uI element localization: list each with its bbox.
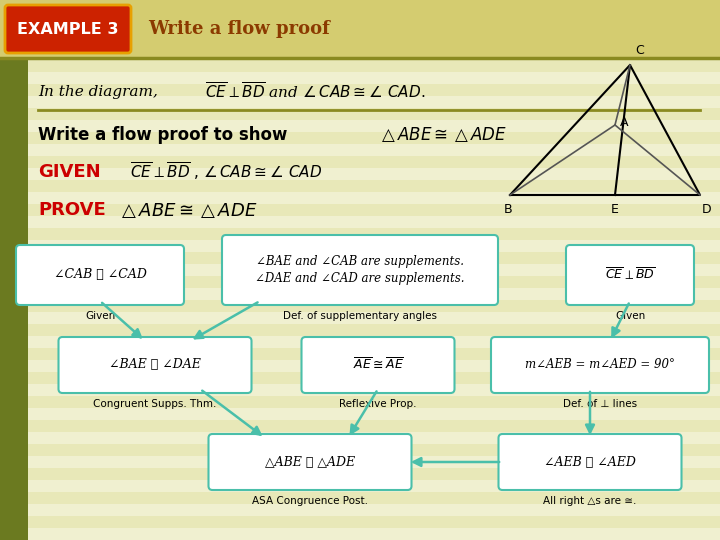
Text: A: A: [620, 117, 629, 130]
Bar: [0, 24, 720, 36]
FancyBboxPatch shape: [566, 245, 694, 305]
Bar: [0, 252, 720, 264]
FancyBboxPatch shape: [498, 434, 682, 490]
Bar: [0, 132, 720, 144]
Text: Write a flow proof: Write a flow proof: [148, 20, 330, 38]
Text: Reflexive Prop.: Reflexive Prop.: [339, 399, 417, 409]
Text: ∠CAB ≅ ∠CAD: ∠CAB ≅ ∠CAD: [53, 268, 146, 281]
Text: E: E: [611, 203, 619, 216]
Text: Def. of ⊥ lines: Def. of ⊥ lines: [563, 399, 637, 409]
Bar: [0, 456, 720, 468]
Bar: [0, 228, 720, 240]
Bar: [0, 444, 720, 456]
Bar: [0, 420, 720, 432]
Bar: [0, 432, 720, 444]
Text: $\triangle ABE\cong\triangle ADE$: $\triangle ABE\cong\triangle ADE$: [118, 200, 257, 219]
Bar: [0, 120, 720, 132]
Bar: [0, 216, 720, 228]
FancyBboxPatch shape: [209, 434, 412, 490]
Bar: [0, 0, 720, 12]
Bar: [0, 324, 720, 336]
Text: m∠AEB = m∠AED = 90°: m∠AEB = m∠AED = 90°: [525, 359, 675, 372]
Bar: [0, 360, 720, 372]
Text: All right △s are ≅.: All right △s are ≅.: [544, 496, 636, 506]
Text: PROVE: PROVE: [38, 201, 106, 219]
Bar: [0, 276, 720, 288]
Bar: [0, 144, 720, 156]
Bar: [0, 0, 720, 58]
Text: $,\,\angle\!$ $CAB\cong\angle$ $CAD$: $,\,\angle\!$ $CAB\cong\angle$ $CAD$: [193, 163, 323, 181]
FancyBboxPatch shape: [491, 337, 709, 393]
Bar: [0, 180, 720, 192]
Bar: [0, 312, 720, 324]
Text: C: C: [635, 44, 644, 57]
Text: ASA Congruence Post.: ASA Congruence Post.: [252, 496, 368, 506]
Bar: [0, 36, 720, 48]
Bar: [0, 96, 720, 108]
Bar: [0, 372, 720, 384]
Bar: [0, 204, 720, 216]
Bar: [0, 12, 720, 24]
Text: Given: Given: [615, 311, 645, 321]
Text: Congruent Supps. Thm.: Congruent Supps. Thm.: [94, 399, 217, 409]
Text: ∠AEB ≅ ∠AED: ∠AEB ≅ ∠AED: [544, 456, 636, 469]
Bar: [0, 264, 720, 276]
Bar: [0, 156, 720, 168]
Bar: [0, 288, 720, 300]
Bar: [0, 504, 720, 516]
Bar: [0, 48, 720, 60]
FancyBboxPatch shape: [302, 337, 454, 393]
Bar: [0, 168, 720, 180]
Bar: [0, 492, 720, 504]
FancyBboxPatch shape: [58, 337, 251, 393]
Text: $\overline{AE}\cong\overline{AE}$: $\overline{AE}\cong\overline{AE}$: [353, 357, 403, 373]
Bar: [0, 58, 28, 540]
Text: △ABE ≅ △ADE: △ABE ≅ △ADE: [265, 456, 355, 469]
Bar: [0, 348, 720, 360]
Bar: [0, 84, 720, 96]
Text: Def. of supplementary angles: Def. of supplementary angles: [283, 311, 437, 321]
Text: In the diagram,: In the diagram,: [38, 85, 168, 99]
Text: ∠BAE and ∠CAB are supplements.
∠DAE and ∠CAD are supplements.: ∠BAE and ∠CAB are supplements. ∠DAE and …: [256, 255, 464, 285]
Bar: [0, 480, 720, 492]
Text: D: D: [702, 203, 711, 216]
Bar: [0, 468, 720, 480]
Bar: [0, 300, 720, 312]
Bar: [0, 408, 720, 420]
FancyBboxPatch shape: [222, 235, 498, 305]
Bar: [0, 240, 720, 252]
Text: and $\angle\!$ $CAB\cong\angle$ $CAD.$: and $\angle\!$ $CAB\cong\angle$ $CAD.$: [264, 84, 426, 100]
Bar: [0, 336, 720, 348]
Bar: [0, 192, 720, 204]
Bar: [0, 60, 720, 72]
Text: Write a flow proof to show: Write a flow proof to show: [38, 126, 287, 144]
Bar: [0, 516, 720, 528]
Bar: [0, 528, 720, 540]
Text: $\overline{CE}\perp\overline{BD}$: $\overline{CE}\perp\overline{BD}$: [130, 162, 191, 182]
FancyBboxPatch shape: [5, 5, 131, 53]
Text: $\overline{CE}\perp\overline{BD}$: $\overline{CE}\perp\overline{BD}$: [605, 267, 655, 283]
Text: GIVEN: GIVEN: [38, 163, 101, 181]
Bar: [0, 396, 720, 408]
Text: ∠BAE ≅ ∠DAE: ∠BAE ≅ ∠DAE: [109, 359, 201, 372]
Text: Given: Given: [85, 311, 115, 321]
Text: B: B: [504, 203, 513, 216]
Bar: [0, 72, 720, 84]
Bar: [0, 108, 720, 120]
FancyBboxPatch shape: [16, 245, 184, 305]
Bar: [0, 384, 720, 396]
Text: $\triangle ABE\cong\triangle ADE$: $\triangle ABE\cong\triangle ADE$: [378, 125, 507, 145]
Text: $\overline{CE}\perp\overline{BD}$: $\overline{CE}\perp\overline{BD}$: [205, 82, 266, 102]
Text: EXAMPLE 3: EXAMPLE 3: [17, 22, 119, 37]
